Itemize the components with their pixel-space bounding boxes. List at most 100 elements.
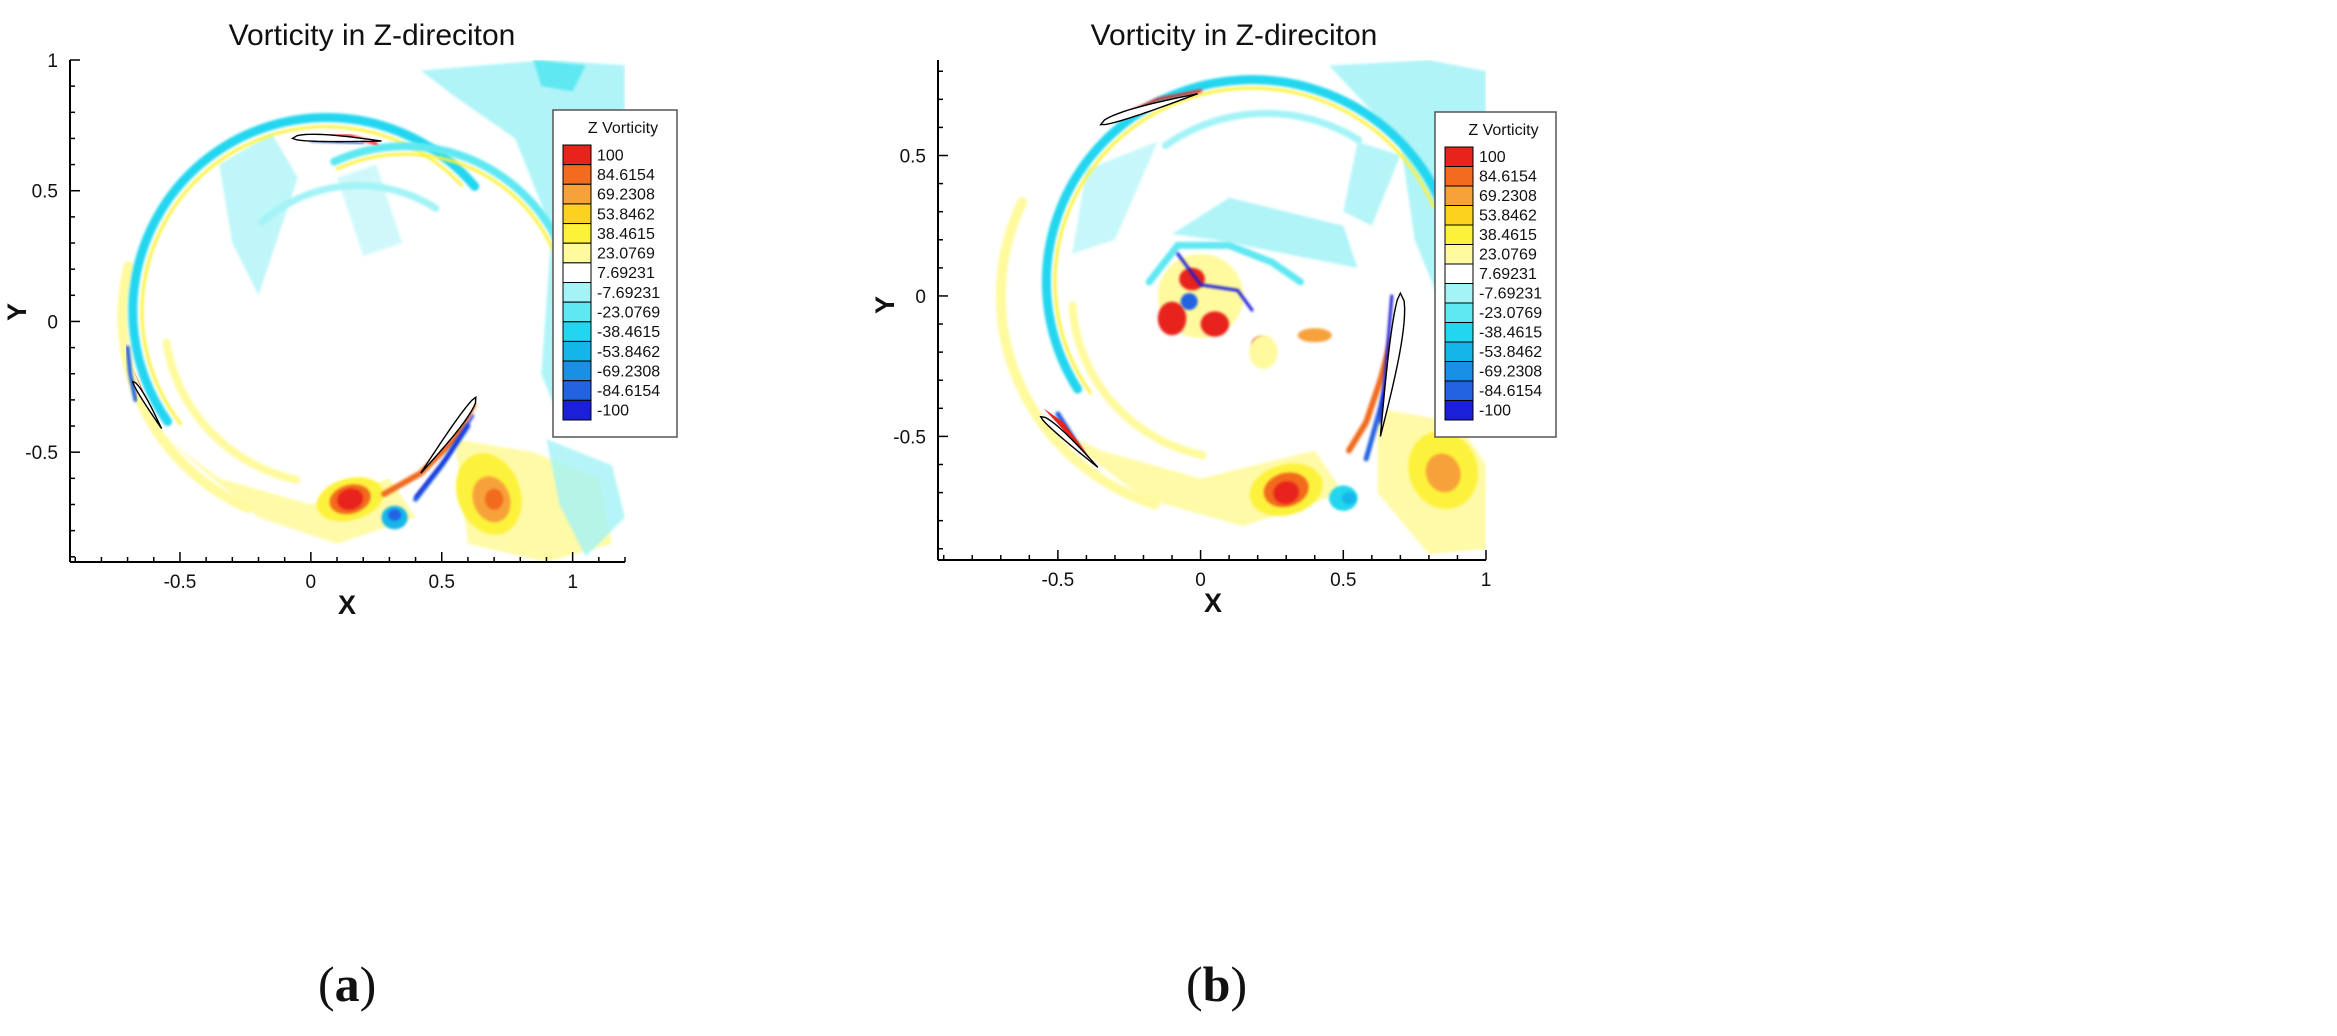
panel-b-x-label: X (1204, 588, 1222, 618)
legend-layer: Z Vorticity 100 84.6154 69.2308 53.8462 38.46… (552, 109, 1557, 438)
panel-a-legend-label: 100 (597, 147, 624, 164)
panel-a-legend-label: -84.6154 (597, 383, 660, 400)
yellow-arc-outer (995, 197, 1160, 510)
panel-b-legend-label: 53.8462 (1479, 208, 1537, 225)
panel-a-legend-label: -53.8462 (597, 344, 660, 361)
panel-label-b: (b) (1186, 956, 1248, 1012)
panel-a-legend-label: 84.6154 (597, 167, 655, 184)
panel-b-legend-label: 100 (1479, 149, 1506, 166)
panel-b-legend-swatch (1444, 400, 1474, 421)
panel-a-legend-swatch (562, 262, 592, 284)
panel-a-legend-swatch (562, 282, 592, 303)
axes-layer: -0.5 0 0.5 1 -0.5 0 0.5 1 Vorticity in Z-direcit… (2, 19, 1491, 620)
vortex-right-mid (1425, 453, 1461, 493)
right-cyan-wake (546, 439, 625, 557)
panel-b-x-tick-label: -0.5 (1042, 570, 1075, 591)
panel-b-title: Vorticity in Z-direciton (1091, 19, 1378, 52)
panel-a-legend-swatch (562, 340, 592, 362)
panel-b-legend-label: -53.8462 (1479, 344, 1542, 361)
panel-a-x-tick-label: 0.5 (429, 572, 455, 593)
panel-a-y-tick-label: 0.5 (32, 182, 58, 203)
panel-a-y-tick-label: 1 (47, 51, 58, 72)
panel-a-legend-swatch (562, 164, 592, 185)
panel-a-x-tick-label: 0 (306, 572, 317, 593)
wake-blue-line (414, 414, 475, 498)
panel-a-legend-label: -38.4615 (597, 324, 660, 341)
cyan-right-patch (1343, 141, 1401, 226)
panel-b-y-tick-label: -0.5 (893, 427, 926, 448)
vortex-arc-outer-cyan (128, 113, 480, 427)
panel-b-legend-swatch (1444, 263, 1474, 284)
blade2-blue-layer (1378, 294, 1394, 424)
panel-a-legend-swatch (562, 203, 592, 225)
panel-b-x-tick-label: 0.5 (1330, 570, 1356, 591)
panel-b-legend-label: -100 (1479, 403, 1511, 420)
panel-a-legend-label: -23.0769 (597, 304, 660, 321)
panel-b-x-tick-label: 1 (1481, 570, 1492, 591)
blade-3 (1039, 415, 1099, 468)
panel-b-y-tick-label: 0.5 (900, 147, 926, 168)
blade-1 (1099, 93, 1198, 126)
panel-b-legend-swatch (1444, 283, 1474, 304)
panel-b-y-label: Y (870, 296, 900, 314)
panel-b-legend-swatch (1444, 302, 1474, 323)
panel-b-y-tick-label: 0 (915, 287, 926, 308)
vortex-cyan-core (1341, 492, 1357, 505)
blade-2 (1379, 291, 1406, 437)
blade-1 (131, 380, 163, 430)
panel-a-y-tick-label: 0 (47, 312, 58, 333)
panel-b-x-tick-label: 0 (1195, 570, 1206, 591)
vortex-arc-mid (258, 182, 440, 226)
cyan-inner-band (219, 133, 298, 296)
panel-label-a: (a) (318, 956, 377, 1012)
yellow-arc-inner (1068, 301, 1207, 460)
cyan-central-arc-band (1172, 197, 1358, 268)
panel-b-legend-swatch (1444, 244, 1474, 265)
blade1-blue-layer (125, 345, 138, 402)
panel-b-legend-label: -84.6154 (1479, 383, 1542, 400)
cyan-left-patch (1072, 141, 1158, 254)
panel-a-legend-swatch (562, 301, 592, 323)
panel-a-legend-label: 7.69231 (597, 265, 655, 282)
panel-b-legend-label: -69.2308 (1479, 364, 1542, 381)
blade-3 (420, 395, 477, 474)
vortex-right-core (484, 488, 504, 510)
central-arc-cyan (1145, 241, 1304, 286)
panel-a-legend-swatch (562, 399, 592, 421)
vortex-arc-outer-cyan (1042, 75, 1450, 394)
panel-b-field (995, 60, 1486, 555)
yellow-arc-outer (117, 261, 253, 513)
panel-b-legend-swatch (1444, 361, 1474, 382)
panel-a-field (117, 60, 625, 562)
panel-a-y-tick-label: -0.5 (25, 443, 58, 464)
panel-b-legend-title: Z Vorticity (1468, 122, 1538, 139)
panel-b-legend-swatch (1444, 380, 1474, 401)
panel-a-y-label: Y (2, 303, 32, 321)
panel-a-legend-label: 38.4615 (597, 226, 655, 243)
panel-b-legend-label: 7.69231 (1479, 266, 1537, 283)
panel-a-x-tick-label: 1 (567, 572, 578, 593)
panel-b-legend-swatch (1444, 322, 1474, 343)
cyan-wake-core (533, 60, 586, 92)
central-vortex-right (1200, 311, 1230, 337)
panel-a-title: Vorticity in Z-direciton (229, 19, 516, 52)
panel-b-legend-label: 84.6154 (1479, 169, 1537, 186)
vortex-arc-outer-yellow (140, 125, 464, 426)
panel-a-legend-swatch (562, 360, 592, 382)
blade-2 (290, 133, 382, 143)
vortex-left-core (1273, 481, 1299, 504)
panel-a-legend-swatch (562, 321, 592, 342)
panel-b-legend-swatch (1444, 224, 1474, 245)
panel-a-x-label: X (338, 590, 356, 620)
panel-a-legend-swatch (562, 242, 592, 264)
panel-a-legend-swatch (562, 380, 592, 401)
panel-a-legend-label: 23.0769 (597, 246, 655, 263)
vortex-left-core (337, 488, 364, 510)
central-blue-filament (1176, 252, 1254, 312)
panel-b-legend-swatch (1444, 166, 1474, 187)
panel-a-legend-label: 69.2308 (597, 187, 655, 204)
vortex-arc-mid (1161, 109, 1363, 150)
cyan-inner-patch (337, 164, 403, 257)
panel-a-legend-label: -7.69231 (597, 285, 660, 302)
